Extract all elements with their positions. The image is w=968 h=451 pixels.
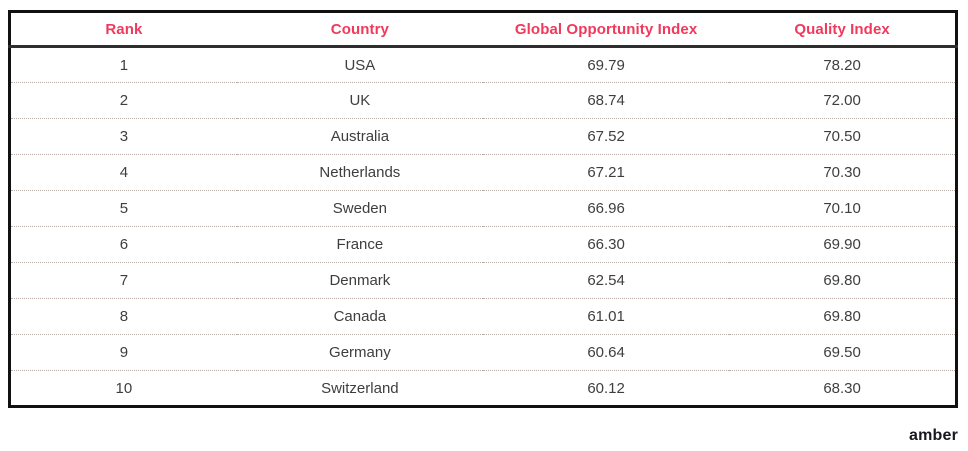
cell-rank: 5 [9,190,237,227]
cell-rank: 4 [9,154,237,191]
cell-global-opportunity-index: 66.96 [482,190,730,227]
cell-country: UK [236,82,483,119]
table-row: 2 UK 68.74 72.00 [9,82,957,119]
table-row: 9 Germany 60.64 69.50 [9,334,957,371]
cell-rank: 2 [9,82,237,119]
table-row: 4 Netherlands 67.21 70.30 [9,154,957,191]
cell-country: Sweden [236,190,483,227]
cell-rank: 1 [9,46,237,83]
cell-quality-index: 69.50 [729,334,957,371]
cell-rank: 7 [9,262,237,299]
cell-quality-index: 78.20 [729,46,957,83]
cell-country: France [236,226,483,263]
table-row: 8 Canada 61.01 69.80 [9,298,957,335]
cell-global-opportunity-index: 62.54 [482,262,730,299]
cell-quality-index: 69.90 [729,226,957,263]
cell-quality-index: 70.30 [729,154,957,191]
cell-rank: 6 [9,226,237,263]
cell-rank: 3 [9,118,237,155]
cell-quality-index: 70.10 [729,190,957,227]
cell-country: Denmark [236,262,483,299]
table-row: 5 Sweden 66.96 70.10 [9,190,957,227]
cell-country: Switzerland [321,379,399,397]
table-row: 1 USA 69.79 78.20 [9,46,957,83]
cell-global-opportunity-index: 68.74 [482,82,730,119]
cell-country: Canada [236,298,483,335]
cell-country: Australia [236,118,483,155]
cell-country: USA [236,46,483,83]
cell-global-opportunity-index: 67.21 [482,154,730,191]
column-header-global-opportunity-index: Global Opportunity Index [482,11,730,48]
country-ranking-table: Rank Country Global Opportunity Index Qu… [8,10,958,408]
table-row: 6 France 66.30 69.90 [9,226,957,263]
table-header-row: Rank Country Global Opportunity Index Qu… [9,11,957,48]
cell-quality-index: 69.80 [729,298,957,335]
column-header-rank: Rank [9,11,237,48]
table-row: 3 Australia 67.52 70.50 [9,118,957,155]
table-body: 1 USA 69.79 78.20 2 UK 68.74 72.00 3 Aus… [9,46,957,407]
column-header-quality-index: Quality Index [729,11,957,48]
cell-quality-index: 68.30 [823,379,861,397]
amber-logo: amber [908,427,958,444]
cell-country: Germany [236,334,483,371]
cell-country: Netherlands [236,154,483,191]
cell-global-opportunity-index: 60.12 [587,379,625,397]
cell-global-opportunity-index: 66.30 [482,226,730,263]
table-row: 10 Switzerland 60.12 68.30 [10,371,957,407]
table-row: 7 Denmark 62.54 69.80 [9,262,957,299]
cell-rank: 8 [9,298,237,335]
cell-global-opportunity-index: 61.01 [482,298,730,335]
column-header-country: Country [236,11,483,48]
cell-quality-index: 69.80 [729,262,957,299]
cell-global-opportunity-index: 67.52 [482,118,730,155]
cell-global-opportunity-index: 60.64 [482,334,730,371]
cell-global-opportunity-index: 69.79 [482,46,730,83]
cell-rank: 9 [9,334,237,371]
cell-quality-index: 70.50 [729,118,957,155]
cell-rank: 10 [115,379,133,397]
cell-quality-index: 72.00 [729,82,957,119]
